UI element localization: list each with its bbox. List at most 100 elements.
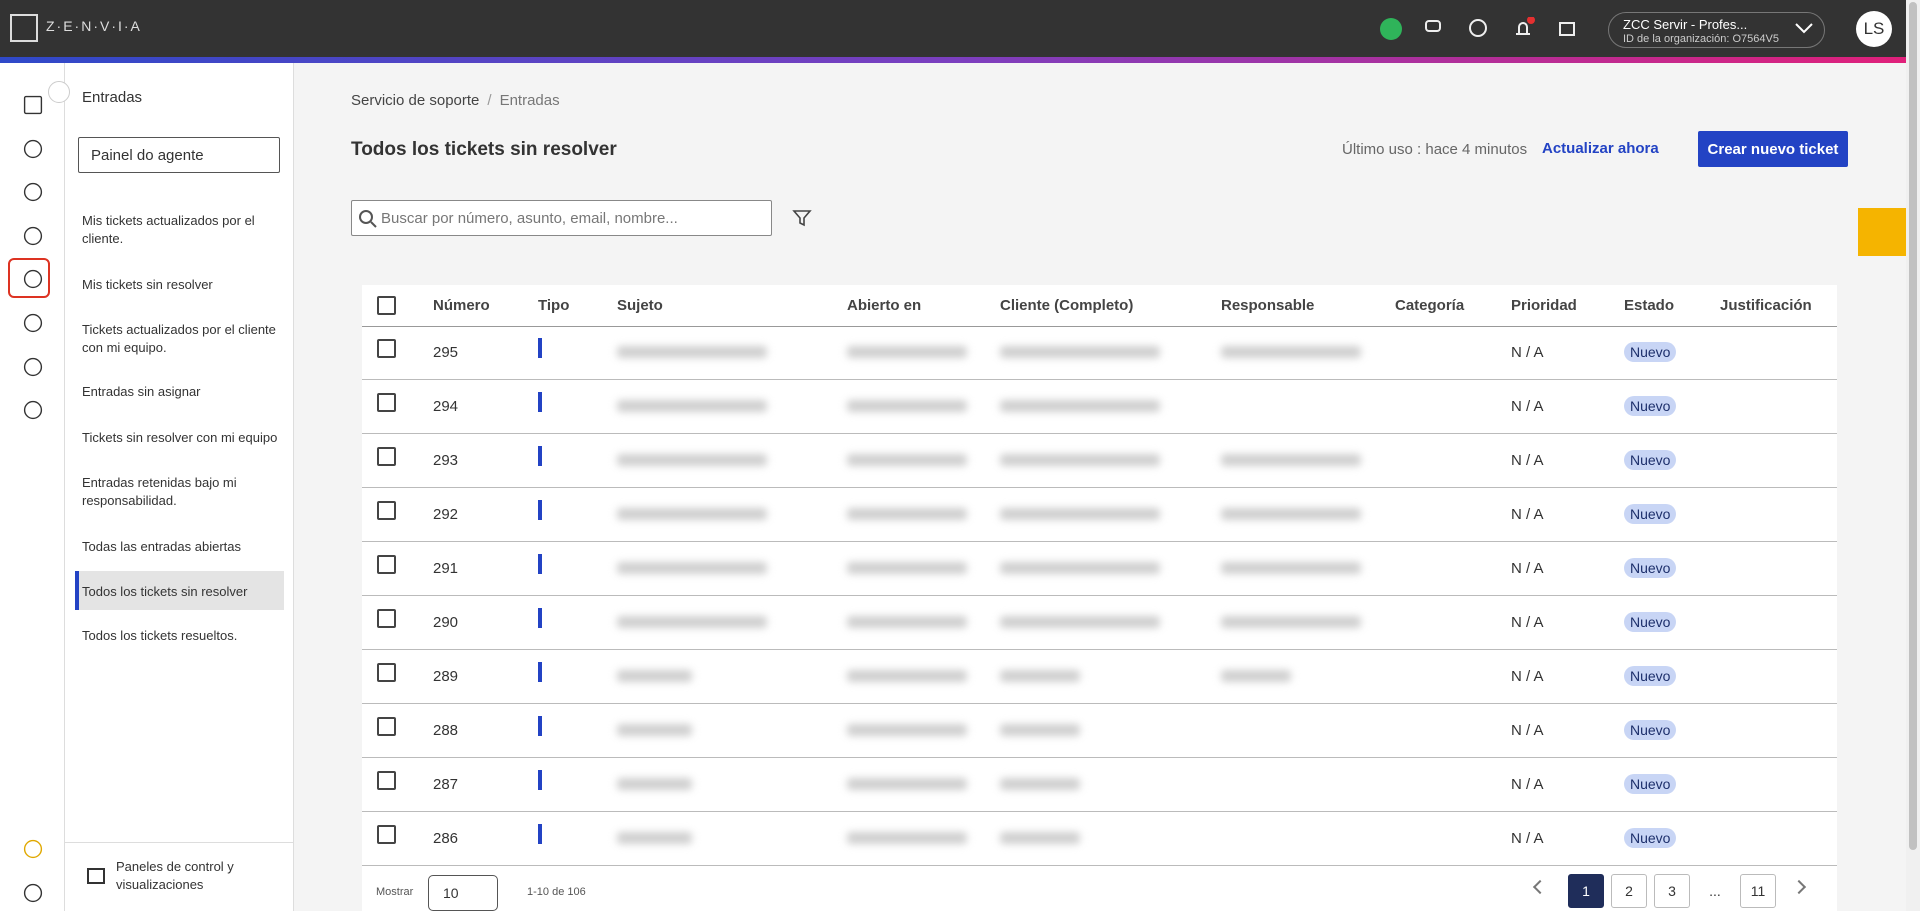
nav-icon[interactable] [23, 95, 43, 115]
page-button[interactable]: 2 [1611, 874, 1647, 908]
redacted [1221, 346, 1361, 358]
ticket-number[interactable]: 294 [433, 398, 459, 415]
chevron [1795, 23, 1813, 34]
column-header[interactable]: Categoría [1395, 297, 1465, 314]
sidebar-item[interactable]: Tickets actualizados por el cliente con … [82, 322, 276, 355]
select-all[interactable] [377, 296, 396, 315]
ticket-number[interactable]: 295 [433, 344, 459, 361]
search-placeholder: Buscar por número, asunto, email, nombre… [381, 210, 678, 227]
redacted [1000, 346, 1160, 358]
type-indicator [538, 338, 542, 358]
nav-icon[interactable] [23, 357, 43, 377]
top-bar: Z·E·N·V·I·A ZCC Servir - Profes... ID de… [0, 0, 1906, 57]
refresh-link[interactable]: Actualizar ahora [1542, 140, 1659, 157]
nav-icon[interactable] [23, 269, 43, 289]
chat-icon[interactable] [1425, 20, 1441, 32]
ticket-number[interactable]: 291 [433, 560, 459, 577]
ticket-number[interactable]: 293 [433, 452, 459, 469]
column-header[interactable]: Prioridad [1511, 297, 1577, 314]
row-checkbox[interactable] [377, 609, 396, 628]
bell-icon[interactable] [1516, 22, 1530, 35]
redacted [617, 400, 767, 412]
column-header[interactable]: Número [433, 297, 490, 314]
avatar[interactable]: LS [1856, 11, 1892, 47]
column-header[interactable]: Estado [1624, 297, 1675, 314]
breadcrumb: Servicio de soporte / Entradas [351, 92, 560, 109]
row-checkbox[interactable] [377, 447, 396, 466]
scrollbar [1906, 0, 1920, 911]
row-checkbox[interactable] [377, 393, 396, 412]
column-header[interactable]: Abierto en [847, 297, 922, 314]
nav-icon[interactable] [23, 182, 43, 202]
row-border [362, 379, 1837, 380]
column-header[interactable]: Cliente (Completo) [1000, 297, 1134, 314]
page-button[interactable]: 11 [1740, 874, 1776, 908]
ticket-number[interactable]: 289 [433, 668, 459, 685]
row-checkbox[interactable] [377, 771, 396, 790]
priority: N / A [1511, 830, 1544, 847]
org-switcher[interactable]: ZCC Servir - Profes... ID de la organiza… [1608, 12, 1825, 48]
column-header[interactable]: Responsable [1221, 297, 1315, 314]
row-checkbox[interactable] [377, 717, 396, 736]
scroll-thumb[interactable] [1909, 2, 1917, 850]
nav-icon[interactable] [23, 226, 43, 246]
status-icon[interactable] [1380, 18, 1402, 40]
row-border [362, 811, 1837, 812]
column-header[interactable]: Tipo [538, 297, 570, 314]
status-badge: Nuevo [1624, 558, 1677, 578]
page-button[interactable]: 1 [1568, 874, 1604, 908]
nav-icon[interactable] [23, 400, 43, 420]
separator: / [487, 92, 492, 109]
nav-icon[interactable] [23, 139, 43, 159]
ticket-number[interactable]: 292 [433, 506, 459, 523]
sidebar-item[interactable]: Todos los tickets resueltos. [82, 628, 238, 643]
column-header[interactable]: Sujeto [617, 297, 663, 314]
row-checkbox[interactable] [377, 663, 396, 682]
quick-actions[interactable] [1858, 208, 1906, 256]
sidebar-item[interactable]: Mis tickets sin resolver [82, 277, 213, 292]
redacted [847, 832, 967, 844]
search-icon [359, 210, 377, 228]
search-box[interactable]: Buscar por número, asunto, email, nombre… [351, 200, 772, 236]
nav-icon[interactable] [23, 883, 43, 903]
sidebar-item[interactable]: Tickets sin resolver con mi equipo [82, 430, 278, 445]
type-indicator [538, 554, 542, 574]
active-indicator [8, 258, 50, 298]
row-checkbox[interactable] [377, 555, 396, 574]
redacted [1000, 832, 1080, 844]
redacted [1000, 562, 1160, 574]
redacted [617, 832, 692, 844]
sidebar-item[interactable]: Todos los tickets sin resolver [82, 584, 248, 599]
dashboards-link[interactable]: Paneles de control y visualizaciones [116, 859, 234, 892]
filter-icon[interactable] [792, 208, 812, 228]
ticket-number[interactable]: 290 [433, 614, 459, 631]
page-button[interactable]: 3 [1654, 874, 1690, 908]
collapse-button[interactable] [48, 81, 70, 103]
page-size-select[interactable]: 10 [428, 875, 498, 911]
status-badge: Nuevo [1624, 774, 1677, 794]
ticket-number[interactable]: 288 [433, 722, 459, 739]
nav-icon[interactable] [23, 313, 43, 333]
column-header[interactable]: Justificación [1720, 297, 1812, 314]
print-icon[interactable] [1559, 22, 1575, 36]
dashboards-icon [87, 868, 105, 884]
breadcrumb-item[interactable]: Servicio de soporte [351, 92, 480, 109]
row-checkbox[interactable] [377, 501, 396, 520]
row-checkbox[interactable] [377, 825, 396, 844]
ticket-number[interactable]: 286 [433, 830, 459, 847]
status-badge: Nuevo [1624, 396, 1677, 416]
sidebar-item[interactable]: Todas las entradas abiertas [82, 539, 241, 554]
type-indicator [538, 824, 542, 844]
ticket-number[interactable]: 287 [433, 776, 459, 793]
view-select[interactable]: Painel do agente [78, 137, 280, 173]
row-checkbox[interactable] [377, 339, 396, 358]
redacted [1000, 616, 1160, 628]
create-button[interactable]: Crear nuevo ticket [1698, 131, 1848, 167]
sidebar-item[interactable]: Mis tickets actualizados por el cliente. [82, 213, 255, 246]
redacted [617, 778, 692, 790]
help-icon[interactable] [1469, 19, 1487, 37]
icon-rail [0, 63, 65, 911]
nav-icon[interactable] [23, 839, 43, 859]
sidebar-item[interactable]: Entradas retenidas bajo mi responsabilid… [82, 475, 237, 508]
sidebar-item[interactable]: Entradas sin asignar [82, 384, 201, 399]
